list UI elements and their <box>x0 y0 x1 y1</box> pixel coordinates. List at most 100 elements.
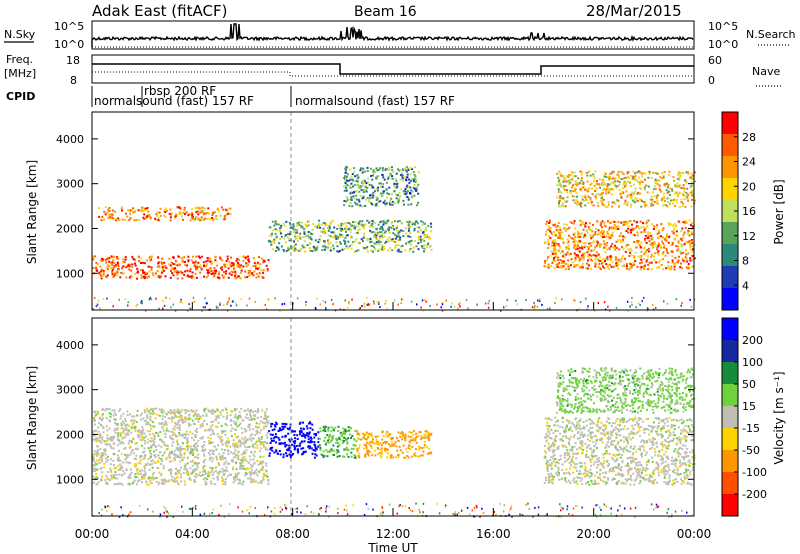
cell-f2 <box>374 231 377 234</box>
cell-f0 <box>234 479 237 482</box>
cell-f2 <box>372 225 375 228</box>
cell-f2 <box>336 245 339 248</box>
cell-f1 <box>303 434 306 437</box>
cell-f1 <box>164 207 167 210</box>
cell-f3 <box>362 184 365 187</box>
cell-f2 <box>330 221 333 224</box>
cell-f2 <box>397 244 400 247</box>
cell-f5 <box>572 184 575 187</box>
cell-f4 <box>603 242 606 245</box>
cell-f2 <box>413 222 416 225</box>
speckle <box>274 298 277 301</box>
speckle <box>631 296 633 299</box>
noise-tick-top-right: 10^5 <box>708 20 738 33</box>
cell-f5 <box>639 198 641 201</box>
cell-f3 <box>345 171 348 174</box>
cell-f0 <box>254 470 257 473</box>
cell-f0 <box>204 429 207 432</box>
cell-f0 <box>226 469 229 472</box>
cell-f1 <box>145 216 148 219</box>
cell-f0 <box>95 429 97 432</box>
cell-f1 <box>199 219 202 222</box>
cell-f0 <box>224 272 227 275</box>
cell-f0 <box>145 423 147 426</box>
cell-f4 <box>581 256 584 259</box>
cell-f5 <box>586 171 589 174</box>
cell-f1 <box>314 453 317 456</box>
cell-f4 <box>599 245 601 248</box>
cell-f1 <box>198 217 201 220</box>
cell-f0 <box>120 452 123 455</box>
cell-f2 <box>400 229 403 232</box>
cell-f0 <box>212 433 215 435</box>
cell-f5 <box>607 203 610 206</box>
cell-f2 <box>285 220 288 223</box>
cell-f5 <box>591 187 594 190</box>
cell-f4 <box>667 267 670 270</box>
cell-f1 <box>168 212 171 215</box>
cell-f2 <box>284 224 287 227</box>
ytick-label: 4000 <box>56 133 84 146</box>
cell-f4 <box>639 262 641 265</box>
cell-f4 <box>590 249 593 252</box>
cell-f5 <box>604 173 607 176</box>
cell-f0 <box>127 454 130 457</box>
cell-f4 <box>650 268 653 271</box>
cell-f1 <box>229 207 232 210</box>
cell-f4 <box>584 225 587 228</box>
cell-f0 <box>122 428 125 430</box>
cell-f3 <box>355 180 358 182</box>
cell-f1 <box>104 213 107 216</box>
cell-f4 <box>553 231 555 233</box>
colorbar-swatch <box>722 244 738 267</box>
cell-f2 <box>427 224 430 227</box>
cell-f2 <box>417 222 419 225</box>
cell-f0 <box>196 417 198 420</box>
cell-f0 <box>214 259 217 262</box>
cell-f4 <box>567 266 570 269</box>
speckle <box>150 298 153 301</box>
cell-f2 <box>322 227 325 230</box>
cell-f2 <box>381 244 384 247</box>
cell-f0 <box>254 442 257 445</box>
cell-f0 <box>147 477 150 480</box>
cell-f4 <box>622 220 625 223</box>
cell-f0 <box>123 447 126 450</box>
cell-f0 <box>263 473 266 476</box>
cell-f0 <box>221 409 224 412</box>
cell-f1 <box>204 212 207 215</box>
cell-f0 <box>149 412 152 415</box>
cell-f0 <box>219 411 222 414</box>
cell-f0 <box>121 473 124 476</box>
cell-f0 <box>123 472 126 475</box>
cell-f2 <box>377 223 380 226</box>
cell-f0 <box>211 449 214 452</box>
cell-f3 <box>391 169 394 172</box>
cell-f2 <box>395 227 398 229</box>
cell-f0 <box>195 268 198 271</box>
cell-f2 <box>377 231 379 234</box>
cell-f0 <box>116 261 119 264</box>
cell-f0 <box>248 445 251 448</box>
cell-f1 <box>203 218 206 221</box>
cell-f0 <box>244 458 246 461</box>
cell-f1 <box>311 452 314 455</box>
cell-f0 <box>127 424 130 427</box>
cell-f4 <box>620 241 623 244</box>
cell-f1 <box>163 214 166 217</box>
cell-f3 <box>353 167 356 170</box>
cell-f0 <box>245 262 248 265</box>
cell-f3 <box>378 168 381 171</box>
cell-f3 <box>413 184 416 186</box>
cell-f0 <box>130 269 133 272</box>
cell-f3 <box>372 186 375 189</box>
cell-f2 <box>394 237 397 240</box>
cell-f4 <box>611 243 614 245</box>
cell-f0 <box>223 472 226 475</box>
cell-f1 <box>295 445 298 447</box>
cell-f5 <box>622 192 625 195</box>
cell-f0 <box>196 462 199 465</box>
cell-f5 <box>650 177 653 179</box>
cell-f2 <box>413 227 416 230</box>
cell-f0 <box>266 416 269 418</box>
